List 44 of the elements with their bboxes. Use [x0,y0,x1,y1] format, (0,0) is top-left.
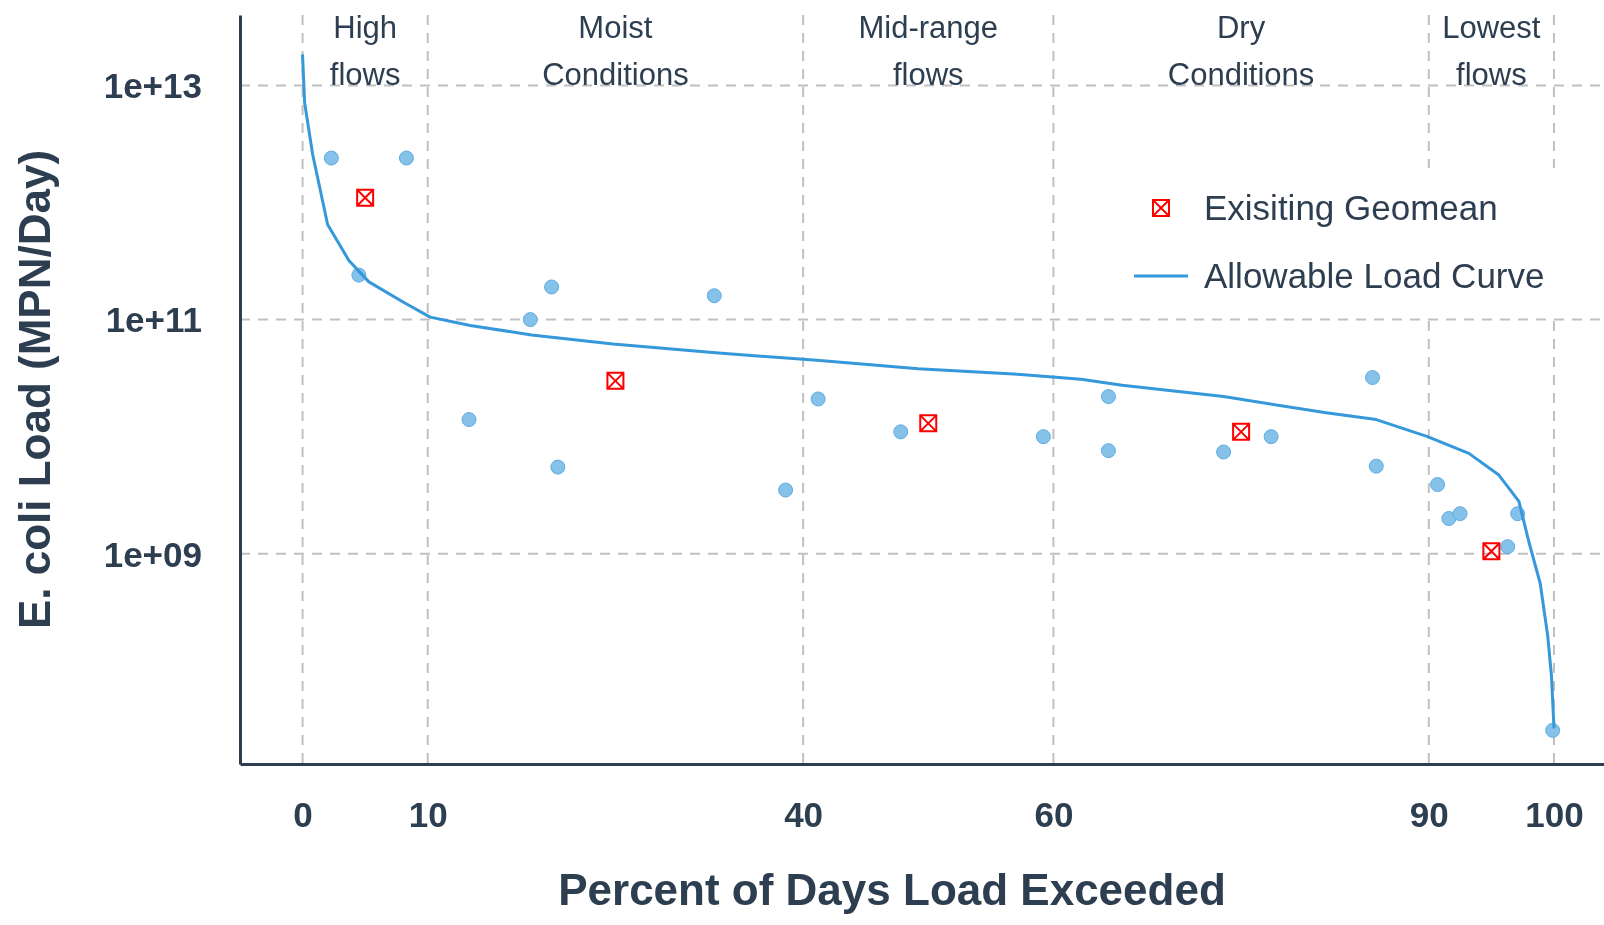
point [544,279,560,295]
point [461,412,477,428]
point [1216,444,1232,460]
y-tick-label: 1e+11 [105,300,202,340]
x-tick-label: 10 [408,794,448,834]
point [606,371,625,390]
annotation: Mid-range flows [858,10,999,92]
point [1441,511,1457,527]
point [1035,429,1051,445]
point [356,188,375,207]
y-tick-label: 1e+09 [103,534,202,574]
point [550,459,566,475]
point [1500,539,1516,555]
point [778,482,794,498]
x-tick-label: 90 [1409,794,1449,834]
x-axis-title: Percent of Days Load Exceeded [558,865,1226,914]
point [1100,389,1116,405]
annotation: Dry Conditions [1167,10,1315,92]
point [1452,506,1468,522]
point [1365,370,1380,386]
annotation: High flows [329,10,401,92]
point [706,288,722,304]
point [810,391,826,407]
point [323,150,339,166]
annotation: Moist Conditions [542,10,689,92]
x-tick-label: 40 [784,794,824,834]
legend-label: Allowable Load Curve [1204,256,1545,296]
point [893,424,909,440]
x-tick-label: 0 [293,794,313,834]
point [1482,542,1501,561]
point [1263,429,1279,445]
y-axis-title: E. coli Load (MPN/Day) [10,149,59,630]
point [1232,422,1251,441]
y-tick-label: 1e+13 [103,66,202,106]
x-tick-label: 100 [1525,794,1584,834]
point [1430,477,1446,493]
point [1100,443,1116,459]
legend-label: Exisiting Geomean [1204,188,1498,228]
x-tick-label: 60 [1034,794,1074,834]
point [1368,458,1384,474]
point [919,414,938,433]
point [522,312,538,328]
point [398,150,414,166]
annotation: Lowest flows [1442,10,1541,92]
